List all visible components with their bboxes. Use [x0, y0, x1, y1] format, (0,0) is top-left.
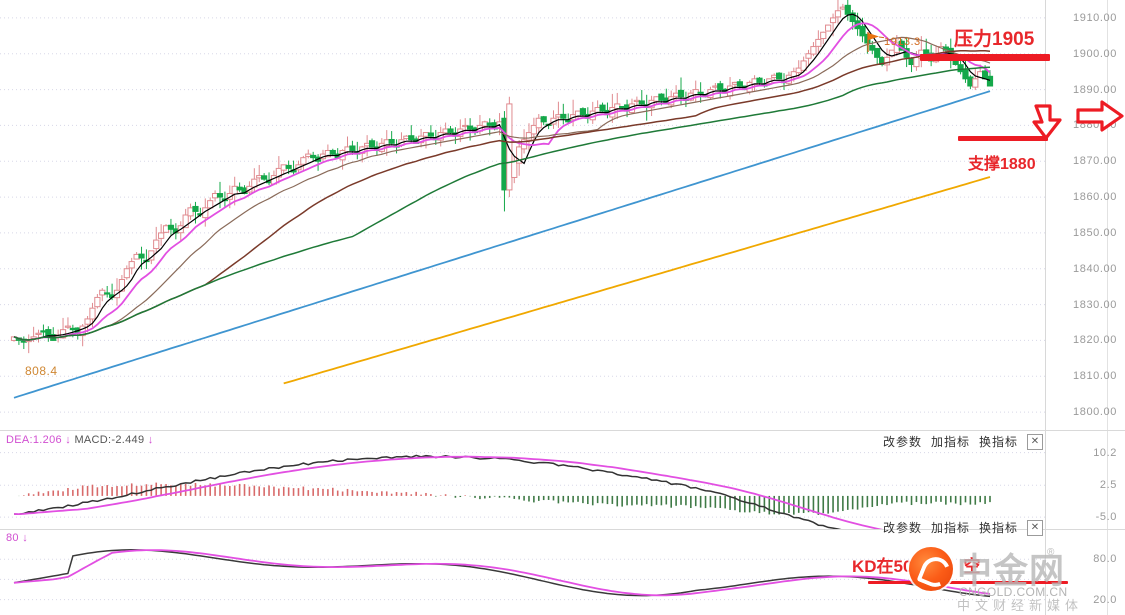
kdj-arrow-icon: ↓	[22, 532, 29, 544]
kdj-plot-area[interactable]	[0, 542, 1045, 615]
macd-dea-value: DEA:1.206	[6, 434, 62, 446]
macd-plot-area[interactable]	[0, 445, 1045, 529]
price-axis-tick: 1890.00	[1073, 83, 1117, 96]
kdj-svg	[0, 549, 1045, 601]
kdj-toolbar[interactable]: 改参数 加指标 换指标 ✕	[883, 519, 1043, 536]
kdj-panel[interactable]: 80 ↓ 改参数 加指标 换指标 ✕ 80.0 20.0 KD在50以下，空	[0, 519, 1125, 615]
price-axis-tick: 1860.00	[1073, 191, 1117, 204]
macd-dea-arrow-icon: ↓	[65, 434, 72, 446]
support-line	[958, 136, 1048, 142]
price-chart-panel[interactable]: 1910.00 1900.00 1890.00 1880.00 1870.00 1860.…	[0, 0, 1125, 430]
kdj-readout: 80 ↓	[6, 532, 28, 544]
macd-axis: 10.2 2.5 -5.0	[1045, 431, 1125, 529]
macd-value: MACD:-2.449	[74, 434, 145, 446]
kdj-switch-indicator-button[interactable]: 换指标	[978, 521, 1018, 535]
macd-add-indicator-button[interactable]: 加指标	[930, 435, 970, 449]
high-price-flag-label: 1913.3	[884, 36, 921, 48]
price-axis: 1910.00 1900.00 1890.00 1880.00 1870.00 1860.…	[1045, 0, 1125, 430]
arrow-right-icon	[1076, 100, 1124, 132]
kd-note-label: KD在50以下，空	[852, 557, 981, 576]
macd-readout: DEA:1.206 ↓ MACD:-2.449 ↓	[6, 434, 154, 446]
price-axis-tick: 1840.00	[1073, 262, 1117, 275]
price-axis-tick: 1800.00	[1073, 406, 1117, 419]
macd-axis-tick: -5.0	[1095, 511, 1117, 524]
macd-close-icon[interactable]: ✕	[1027, 433, 1043, 450]
price-plot-area[interactable]	[0, 0, 1045, 430]
macd-switch-indicator-button[interactable]: 换指标	[978, 435, 1018, 449]
kdj-value: 80	[6, 532, 19, 544]
price-axis-tick: 1810.00	[1073, 370, 1117, 383]
kdj-add-indicator-button[interactable]: 加指标	[930, 521, 970, 535]
kdj-close-icon[interactable]: ✕	[1027, 519, 1043, 536]
price-axis-tick: 1820.00	[1073, 334, 1117, 347]
price-axis-tick: 1910.00	[1073, 11, 1117, 24]
macd-toolbar[interactable]: 改参数 加指标 换指标 ✕	[883, 433, 1043, 450]
price-axis-tick: 1870.00	[1073, 155, 1117, 168]
macd-change-params-button[interactable]: 改参数	[882, 435, 922, 449]
price-axis-tick: 1850.00	[1073, 226, 1117, 239]
macd-axis-tick: 10.2	[1093, 446, 1117, 459]
kd-threshold-line	[868, 581, 1068, 584]
macd-axis-tick: 2.5	[1099, 479, 1117, 492]
macd-arrow-icon: ↓	[147, 434, 154, 446]
flag-icon	[867, 32, 885, 52]
kdj-axis-tick: 20.0	[1093, 593, 1117, 606]
price-candles-svg	[0, 0, 1045, 413]
kdj-change-params-button[interactable]: 改参数	[882, 521, 922, 535]
support-label: 支撑1880	[968, 156, 1036, 174]
price-axis-tick: 1830.00	[1073, 298, 1117, 311]
kdj-axis: 80.0 20.0	[1045, 530, 1125, 615]
macd-svg	[0, 452, 1045, 529]
resistance-line	[920, 53, 1050, 61]
macd-panel[interactable]: DEA:1.206 ↓ MACD:-2.449 ↓ 改参数 加指标 换指标 ✕ …	[0, 431, 1125, 529]
low-price-label: 808.4	[25, 364, 58, 378]
kdj-axis-tick: 80.0	[1093, 553, 1117, 566]
price-axis-tick: 1900.00	[1073, 47, 1117, 60]
resistance-label: 压力1905	[954, 28, 1035, 50]
arrow-down-right-icon	[1032, 104, 1062, 140]
